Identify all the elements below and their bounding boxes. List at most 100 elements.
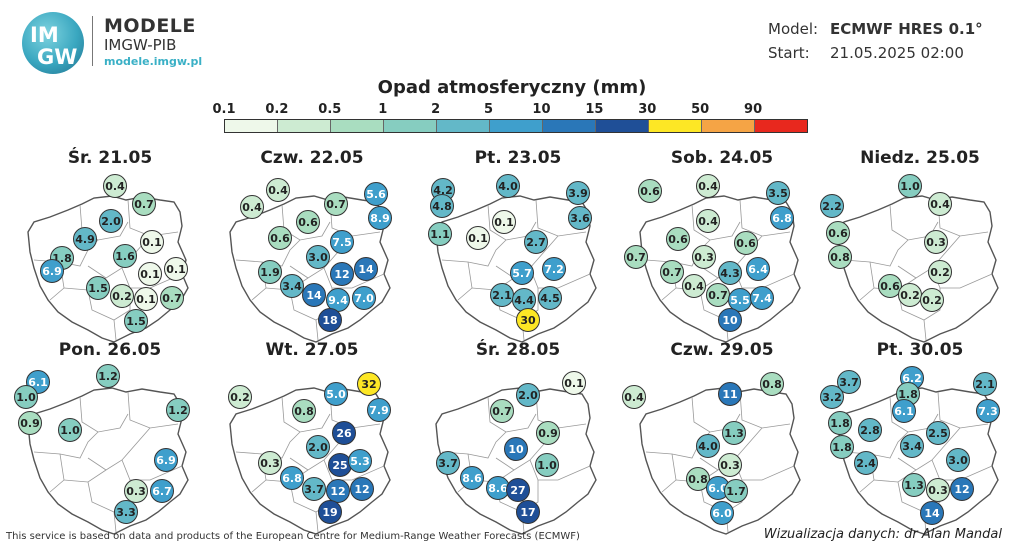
precipitation-value-marker: 3.0	[306, 245, 330, 269]
voivodeship-border	[33, 431, 99, 459]
precipitation-value-marker: 1.1	[428, 222, 452, 246]
legend-tick-label: 10	[532, 102, 551, 117]
precipitation-value-marker: 0.8	[292, 399, 316, 423]
precipitation-value-marker: 2.5	[926, 421, 950, 445]
precipitation-value-marker: 1.0	[535, 453, 559, 477]
colorbar-segment	[278, 120, 331, 132]
precipitation-value-marker: 6.7	[150, 479, 174, 503]
precipitation-value-marker: 1.7	[724, 479, 748, 503]
voivodeship-border	[289, 427, 353, 471]
legend-tick-label: 15	[585, 102, 604, 117]
legend-title: Opad atmosferyczny (mm)	[377, 77, 647, 98]
precipitation-value-marker: 0.3	[124, 479, 148, 503]
brand-subtitle: IMGW-PIB	[104, 36, 177, 54]
precipitation-value-marker: 0.9	[536, 421, 560, 445]
precipitation-value-marker: 0.2	[928, 260, 952, 284]
precipitation-value-marker: 3.7	[302, 477, 326, 501]
colorbar-segment	[596, 120, 649, 132]
logo-divider	[92, 16, 93, 66]
voivodeship-border	[897, 427, 961, 471]
precipitation-value-marker: 2.0	[306, 435, 330, 459]
colorbar-segment	[543, 120, 596, 132]
precipitation-value-marker: 1.6	[113, 244, 137, 268]
precipitation-value-marker: 0.4	[696, 209, 720, 233]
precipitation-value-marker: 12	[350, 477, 374, 501]
precipitation-value-marker: 6.4	[746, 257, 770, 281]
precipitation-value-marker: 0.4	[266, 178, 290, 202]
precipitation-value-marker: 17	[516, 500, 540, 524]
precipitation-value-marker: 1.3	[722, 421, 746, 445]
day-label: Pon. 26.05	[58, 340, 162, 360]
precipitation-value-marker: 2.1	[973, 372, 997, 396]
precipitation-value-marker: 0.4	[682, 274, 706, 298]
colorbar-segment	[702, 120, 755, 132]
voivodeship-border	[529, 459, 591, 481]
precipitation-value-marker: 0.6	[666, 227, 690, 251]
precipitation-value-marker: 3.4	[900, 434, 924, 458]
precipitation-value-marker: 4.9	[73, 227, 97, 251]
precipitation-value-marker: 2.1	[490, 283, 514, 307]
precipitation-value-marker: 0.1	[562, 371, 586, 395]
precipitation-value-marker: 1.8	[896, 382, 920, 406]
precipitation-value-marker: 5.6	[364, 182, 388, 206]
precipitation-value-marker: 0.4	[696, 174, 720, 198]
precipitation-value-marker: 0.2	[228, 385, 252, 409]
precipitation-value-marker: 0.7	[132, 192, 156, 216]
precipitation-value-marker: 7.0	[352, 286, 376, 310]
precipitation-value-marker: 0.6	[734, 231, 758, 255]
precipitation-value-marker: 1.2	[96, 364, 120, 388]
day-label: Pt. 23.05	[474, 148, 562, 168]
imgw-logo: IM GW	[22, 12, 84, 74]
brand-url[interactable]: modele.imgw.pl	[104, 55, 203, 68]
precipitation-value-marker: 4.8	[430, 194, 454, 218]
day-label: Czw. 22.05	[260, 148, 364, 168]
precipitation-value-marker: 8.6	[460, 466, 484, 490]
precipitation-value-marker: 14	[354, 257, 378, 281]
precipitation-value-marker: 3.2	[820, 385, 844, 409]
voivodeship-border	[127, 199, 179, 237]
day-label: Sob. 24.05	[670, 148, 774, 168]
precipitation-value-marker: 1.3	[902, 473, 926, 497]
precipitation-value-marker: 7.3	[976, 399, 1000, 423]
precipitation-value-marker: 11	[718, 382, 742, 406]
precipitation-value-marker: 2.8	[858, 418, 882, 442]
model-label: Model:	[768, 20, 819, 38]
precipitation-colorbar	[224, 119, 808, 133]
precipitation-value-marker: 7.2	[542, 257, 566, 281]
day-label: Czw. 29.05	[670, 340, 774, 360]
precipitation-value-marker: 0.1	[164, 257, 188, 281]
voivodeship-border	[315, 511, 319, 533]
precipitation-value-marker: 0.4	[622, 385, 646, 409]
logo-text-bottom: GW	[37, 45, 78, 69]
voivodeship-border	[113, 319, 117, 341]
legend-tick-label: 90	[744, 102, 763, 117]
voivodeship-border	[937, 391, 989, 429]
precipitation-value-marker: 0.3	[258, 451, 282, 475]
precipitation-value-marker: 14	[920, 501, 944, 525]
precipitation-value-marker: 4.0	[496, 174, 520, 198]
precipitation-value-marker: 4.2	[431, 178, 455, 202]
precipitation-value-marker: 0.6	[638, 179, 662, 203]
voivodeship-border	[315, 319, 319, 341]
precipitation-value-marker: 1.0	[14, 385, 38, 409]
precipitation-value-marker: 0.2	[920, 288, 944, 312]
precipitation-value-marker: 0.1	[138, 262, 162, 286]
colorbar-segment	[490, 120, 543, 132]
precipitation-value-marker: 0.2	[110, 284, 134, 308]
precipitation-value-marker: 0.7	[660, 260, 684, 284]
colorbar-segment	[649, 120, 702, 132]
precipitation-value-marker: 6.9	[40, 259, 64, 283]
precipitation-value-marker: 4.3	[718, 261, 742, 285]
precipitation-value-marker: 32	[357, 372, 381, 396]
voivodeship-border	[843, 239, 909, 267]
precipitation-value-marker: 2.0	[516, 383, 540, 407]
precipitation-value-marker: 1.0	[898, 174, 922, 198]
precipitation-value-marker: 10	[718, 308, 742, 332]
day-label: Wt. 27.05	[265, 340, 359, 360]
precipitation-value-marker: 0.1	[492, 210, 516, 234]
precipitation-value-marker: 0.1	[134, 287, 158, 311]
poland-map	[837, 195, 999, 343]
precipitation-value-marker: 6.9	[154, 448, 178, 472]
precipitation-value-marker: 1.9	[258, 260, 282, 284]
voivodeship-border	[535, 199, 587, 237]
